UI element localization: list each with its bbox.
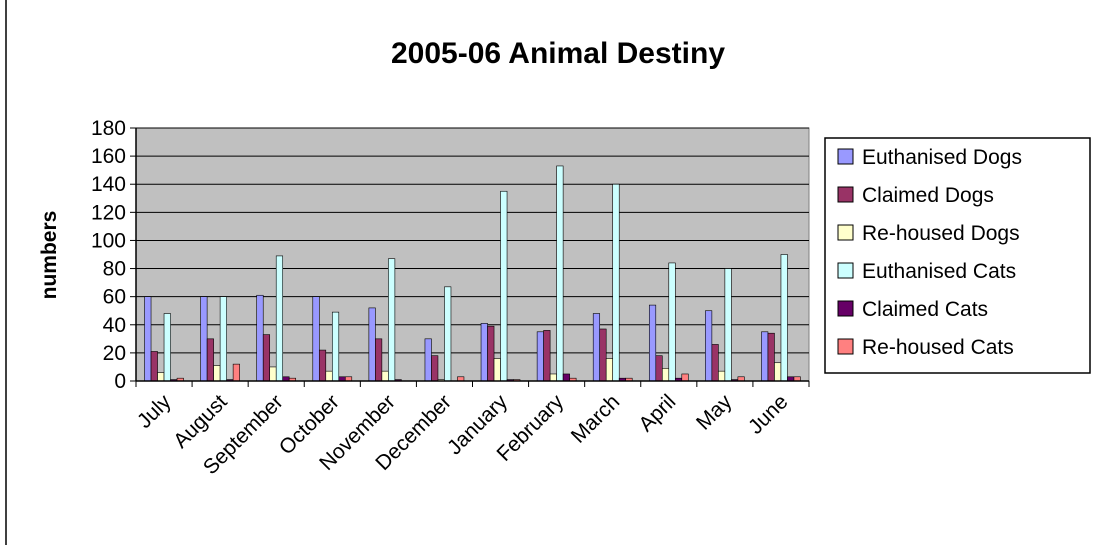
bar-euthanised-dogs-december [424, 338, 432, 382]
legend-entry: Euthanised Dogs [862, 146, 1022, 169]
legend-swatch [837, 262, 854, 279]
legend-swatch [837, 338, 854, 355]
bar-euthanised-cats-august [219, 296, 227, 382]
bar-euthanised-dogs-september [256, 294, 264, 382]
bar-re-housed-dogs-july [157, 372, 165, 382]
legend-swatch [837, 224, 854, 241]
bar-re-housed-dogs-november [381, 370, 389, 382]
legend-entry: Re-housed Cats [862, 336, 1014, 359]
bar-claimed-dogs-march [599, 328, 607, 382]
bar-re-housed-dogs-september [269, 366, 277, 382]
bar-euthanised-dogs-february [536, 331, 544, 382]
x-tick-label: May [692, 390, 737, 435]
bar-claimed-dogs-april [655, 355, 663, 382]
x-axis-ticks: JulyAugustSeptemberOctoberNovemberDecemb… [133, 390, 793, 479]
y-tick-label: 0 [114, 370, 126, 393]
bar-euthanised-cats-december [444, 286, 452, 382]
x-tick-label: July [133, 390, 176, 433]
gridlines [136, 127, 809, 354]
bar-euthanised-dogs-june [761, 331, 769, 382]
legend-entry: Euthanised Cats [862, 260, 1016, 283]
bar-re-housed-dogs-april [661, 368, 670, 382]
bar-claimed-dogs-june [767, 332, 775, 382]
bar-euthanised-cats-february [556, 165, 564, 382]
bar-claimed-dogs-october [318, 349, 327, 382]
legend-entry: Claimed Dogs [862, 184, 994, 207]
y-tick-label: 80 [103, 258, 126, 281]
legend-swatch [837, 300, 854, 317]
legend-entry: Re-housed Dogs [862, 222, 1020, 245]
bar-euthanised-cats-january [500, 190, 508, 382]
x-tick-label: March [567, 390, 625, 448]
bar-re-housed-dogs-february [549, 373, 557, 382]
bar-re-housed-cats-april [681, 373, 689, 382]
bar-claimed-dogs-december [431, 355, 439, 382]
bar-re-housed-cats-august [232, 363, 240, 382]
bar-re-housed-dogs-january [493, 358, 501, 382]
bar-re-housed-dogs-october [325, 370, 333, 382]
bar-euthanised-dogs-march [592, 313, 601, 382]
y-tick-label: 60 [103, 286, 126, 309]
bar-euthanised-cats-april [668, 262, 676, 382]
y-tick-label: 180 [91, 117, 126, 140]
y-tick-label: 100 [91, 229, 126, 252]
x-tick-label: June [744, 390, 792, 438]
bar-claimed-cats-february [562, 373, 570, 382]
y-tick-label: 20 [103, 342, 126, 365]
legend: Euthanised Dogs Claimed Dogs Re-housed Dog… [824, 137, 1091, 374]
bar-re-housed-dogs-august [213, 365, 221, 382]
bar-euthanised-cats-may [724, 268, 732, 382]
y-axis-label: numbers [38, 211, 61, 300]
bar-euthanised-dogs-july [144, 296, 152, 382]
legend-swatch [837, 186, 854, 203]
bar-euthanised-cats-november [388, 258, 396, 382]
legend-box [824, 137, 1091, 374]
bar-euthanised-cats-october [331, 311, 340, 382]
bar-euthanised-dogs-may [705, 310, 713, 382]
bars-group [144, 165, 801, 382]
bar-claimed-dogs-november [375, 338, 383, 382]
bar-claimed-dogs-september [262, 334, 271, 382]
bar-euthanised-dogs-april [648, 304, 657, 382]
x-tick-label: April [634, 390, 680, 436]
bar-claimed-dogs-january [487, 325, 495, 382]
bar-euthanised-dogs-october [312, 296, 320, 382]
legend-swatch [837, 148, 854, 165]
bar-re-housed-dogs-may [718, 370, 726, 382]
y-tick-label: 160 [91, 145, 126, 168]
bar-euthanised-cats-september [275, 255, 284, 382]
y-tick-label: 140 [91, 173, 126, 196]
legend-entry: Claimed Cats [862, 298, 988, 321]
bar-euthanised-dogs-august [200, 296, 208, 382]
bar-claimed-dogs-february [543, 330, 551, 382]
bar-claimed-dogs-august [206, 338, 214, 382]
y-axis-ticks: 0 20 40 60 80 100 120 140 160 180 [91, 117, 137, 393]
bar-re-housed-dogs-june [774, 362, 782, 382]
bar-euthanised-cats-june [780, 254, 788, 382]
bar-euthanised-dogs-january [480, 323, 488, 382]
bar-claimed-dogs-july [150, 351, 158, 382]
y-tick-label: 120 [91, 201, 126, 224]
bar-euthanised-cats-march [612, 183, 620, 382]
bar-claimed-dogs-may [711, 344, 719, 382]
bar-re-housed-dogs-march [605, 358, 614, 382]
bar-euthanised-cats-july [163, 313, 171, 382]
bar-euthanised-dogs-november [368, 307, 376, 382]
x-axis [135, 380, 810, 387]
chart-title: 2005-06 Animal Destiny [391, 37, 725, 70]
y-tick-label: 40 [103, 314, 126, 337]
